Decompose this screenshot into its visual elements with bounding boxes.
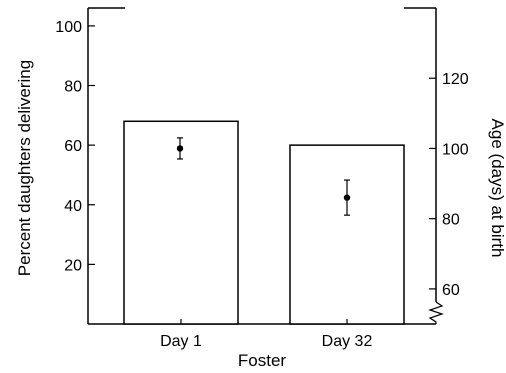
x-axis-title: Foster: [238, 351, 287, 370]
axis-break-mark: [428, 301, 444, 324]
left-axis-ticks: 20 40 60 80 100: [55, 19, 95, 274]
bar-2: [289, 144, 405, 325]
left-tick-label-20: 20: [64, 257, 82, 274]
left-tick-label-80: 80: [64, 79, 82, 96]
bars: [123, 120, 405, 325]
left-tick-label-100: 100: [55, 19, 82, 36]
right-tick-label-60: 60: [442, 282, 460, 299]
left-axis-title: Percent daughters delivering: [15, 60, 34, 276]
bar-1: [123, 120, 239, 325]
x-tick-label-2: Day 32: [322, 333, 373, 350]
point-2: [343, 194, 351, 201]
left-tick-label-40: 40: [64, 198, 82, 215]
points-with-error-bars: [176, 137, 351, 216]
point-1: [176, 145, 184, 152]
right-axis-title: Age (days) at birth: [488, 119, 506, 258]
x-tick-label-1: Day 1: [160, 333, 202, 350]
right-axis-ticks: 60 80 100 120: [429, 71, 469, 299]
right-tick-label-120: 120: [442, 71, 469, 88]
right-tick-label-80: 80: [442, 212, 460, 229]
right-tick-label-100: 100: [442, 141, 469, 158]
left-tick-label-60: 60: [64, 138, 82, 155]
x-axis-ticks: Day 1 Day 32: [160, 319, 372, 350]
